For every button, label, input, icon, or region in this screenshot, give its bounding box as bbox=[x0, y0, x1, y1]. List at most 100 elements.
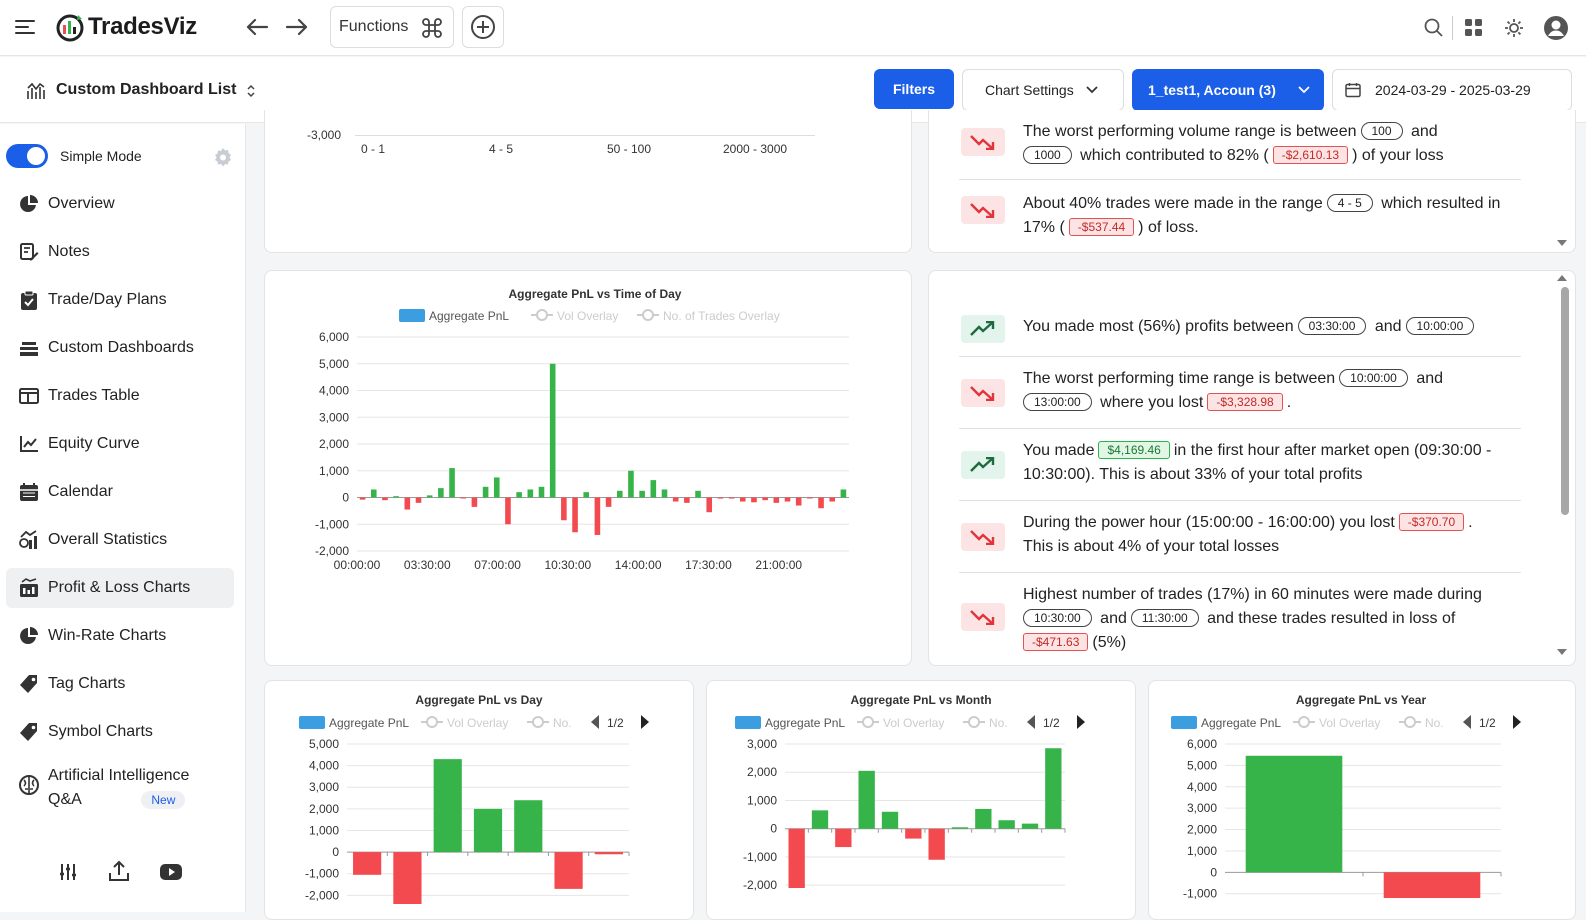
chart-bar bbox=[554, 852, 583, 889]
chart-bar bbox=[773, 497, 780, 503]
y-tick-label: -2,000 bbox=[743, 878, 777, 892]
chart-title: Aggregate PnL vs Time of Day bbox=[509, 287, 682, 301]
loss-pill: -$471.63 bbox=[1023, 633, 1089, 651]
y-tick-label: 0 bbox=[342, 491, 349, 505]
chart-bar bbox=[840, 489, 847, 498]
chart-bar bbox=[433, 759, 462, 853]
sidebar-item-profit-loss-charts[interactable]: Profit & Loss Charts bbox=[6, 568, 234, 608]
youtube-icon[interactable] bbox=[158, 860, 184, 884]
hamburger-menu-icon[interactable] bbox=[14, 16, 36, 38]
legend-label: No. of Trades Overlay bbox=[663, 309, 780, 323]
x-tick-label: 03:30:00 bbox=[404, 558, 451, 572]
dashboard-chart-icon bbox=[26, 81, 46, 101]
volume-insights-card: The worst performing volume range is bet… bbox=[928, 110, 1576, 253]
insight-row: The worst performing volume range is bet… bbox=[959, 118, 1521, 180]
calendar-icon bbox=[1345, 83, 1361, 98]
chart-bar bbox=[382, 497, 388, 501]
sidebar-item-equity-curve[interactable]: Equity Curve bbox=[6, 424, 234, 464]
chart-settings-label: Chart Settings bbox=[985, 82, 1074, 98]
sidebar-item-notes[interactable]: Notes bbox=[6, 232, 234, 272]
upload-icon[interactable] bbox=[106, 858, 132, 884]
pager-label: 1/2 bbox=[1043, 716, 1060, 730]
chart-bar bbox=[628, 470, 634, 498]
chart-bar bbox=[370, 489, 377, 498]
x-tick-label: 50 - 100 bbox=[607, 142, 652, 156]
brand-name[interactable]: TradesViz bbox=[88, 13, 197, 40]
sidebar-item-trades-table[interactable]: Trades Table bbox=[6, 376, 234, 416]
clipboard-icon bbox=[6, 290, 48, 310]
sidebar-item-label: Notes bbox=[48, 243, 90, 260]
y-tick-label: 5,000 bbox=[1187, 758, 1217, 772]
sidebar-item-tag-charts[interactable]: Tag Charts bbox=[6, 664, 234, 704]
chart-bar bbox=[706, 497, 713, 513]
value-pill: 100 bbox=[1360, 122, 1403, 140]
scroll-up-arrow-icon[interactable] bbox=[1557, 275, 1567, 281]
insight-text: and these trades resulted in loss of bbox=[1207, 610, 1456, 627]
sidebar-item-custom-dashboards[interactable]: Custom Dashboards bbox=[6, 328, 234, 368]
filters-button[interactable]: Filters bbox=[874, 69, 954, 109]
dashboard-list-title[interactable]: Custom Dashboard List bbox=[56, 81, 237, 98]
sliders-icon[interactable] bbox=[56, 860, 80, 884]
tag-icon bbox=[6, 674, 48, 694]
trend-down-icon bbox=[961, 128, 1005, 156]
legend-label: No. bbox=[553, 716, 572, 730]
y-tick-label: -2,000 bbox=[315, 544, 349, 558]
loss-pill: -$370.70 bbox=[1398, 513, 1465, 531]
top-bar: TradesViz Functions bbox=[0, 0, 1586, 56]
date-range-picker[interactable]: 2024-03-29 - 2025-03-29 bbox=[1332, 69, 1572, 111]
sidebar-item-win-rate-charts[interactable]: Win-Rate Charts bbox=[6, 616, 234, 656]
chart-bar bbox=[404, 497, 411, 510]
insight-row: During the power hour (15:00:00 - 16:00:… bbox=[959, 501, 1521, 573]
chart-bar bbox=[881, 811, 899, 829]
scroll-down-arrow-icon[interactable] bbox=[1557, 240, 1567, 246]
chart-bar bbox=[835, 828, 852, 848]
forward-arrow-icon[interactable] bbox=[284, 16, 310, 38]
sort-chevrons-icon[interactable] bbox=[244, 81, 258, 101]
add-button[interactable] bbox=[462, 6, 504, 48]
sidebar-item-symbol-charts[interactable]: Symbol Charts bbox=[6, 712, 234, 752]
chart-title: Aggregate PnL vs Year bbox=[1296, 693, 1427, 707]
chart-bar bbox=[975, 808, 992, 829]
chart-title: Aggregate PnL vs Day bbox=[415, 693, 542, 707]
trend-down-icon bbox=[961, 523, 1005, 551]
y-tick-label: 4,000 bbox=[1187, 780, 1217, 794]
sidebar-item-overview[interactable]: Overview bbox=[6, 184, 234, 224]
pager-prev-icon bbox=[1027, 715, 1035, 729]
chart-bar bbox=[514, 800, 543, 853]
chart-bar bbox=[811, 810, 829, 829]
sidebar-item-calendar[interactable]: Calendar bbox=[6, 472, 234, 512]
chart-bar bbox=[684, 497, 690, 503]
search-icon[interactable] bbox=[1422, 16, 1446, 40]
functions-button[interactable]: Functions bbox=[330, 6, 454, 48]
chart-bar bbox=[438, 488, 444, 498]
chart-bar bbox=[650, 480, 657, 498]
scroll-down-arrow-icon[interactable] bbox=[1557, 649, 1567, 655]
chart-bar bbox=[795, 497, 802, 506]
back-arrow-icon[interactable] bbox=[244, 16, 270, 38]
sidebar-item-label: Profit & Loss Charts bbox=[48, 579, 191, 596]
insight-text: ) of your loss bbox=[1352, 147, 1444, 164]
stats-icon bbox=[6, 530, 48, 550]
scrollbar-thumb[interactable] bbox=[1561, 287, 1569, 515]
theme-sun-icon[interactable] bbox=[1502, 16, 1526, 40]
sidebar-item-ai-qa[interactable]: Artificial Intelligence Q&A New bbox=[6, 760, 234, 816]
value-pill: 4 - 5 bbox=[1326, 194, 1373, 212]
x-tick-label: 14:00:00 bbox=[615, 558, 662, 572]
sidebar-item-trade-day-plans[interactable]: Trade/Day Plans bbox=[6, 280, 234, 320]
day-chart-card: Aggregate PnL vs Day Aggregate PnL Vol Ove… bbox=[264, 680, 694, 920]
chart-bar bbox=[561, 497, 567, 521]
notes-icon bbox=[6, 242, 48, 262]
sidebar-item-overall-statistics[interactable]: Overall Statistics bbox=[6, 520, 234, 560]
account-select-button[interactable]: 1_test1, Accoun (3) bbox=[1132, 69, 1324, 111]
settings-gear-icon[interactable] bbox=[212, 146, 234, 168]
chart-settings-button[interactable]: Chart Settings bbox=[962, 69, 1124, 111]
pager-prev-icon bbox=[591, 715, 599, 729]
x-tick-label: 2000 - 3000 bbox=[723, 142, 788, 156]
legend-label: No. bbox=[989, 716, 1008, 730]
axis-line bbox=[355, 135, 815, 136]
simple-mode-toggle[interactable] bbox=[6, 144, 48, 168]
chart-bar bbox=[572, 497, 578, 533]
user-avatar-icon[interactable] bbox=[1542, 14, 1570, 42]
value-pill: 13:00:00 bbox=[1023, 393, 1092, 411]
apps-grid-icon[interactable] bbox=[1462, 16, 1486, 40]
